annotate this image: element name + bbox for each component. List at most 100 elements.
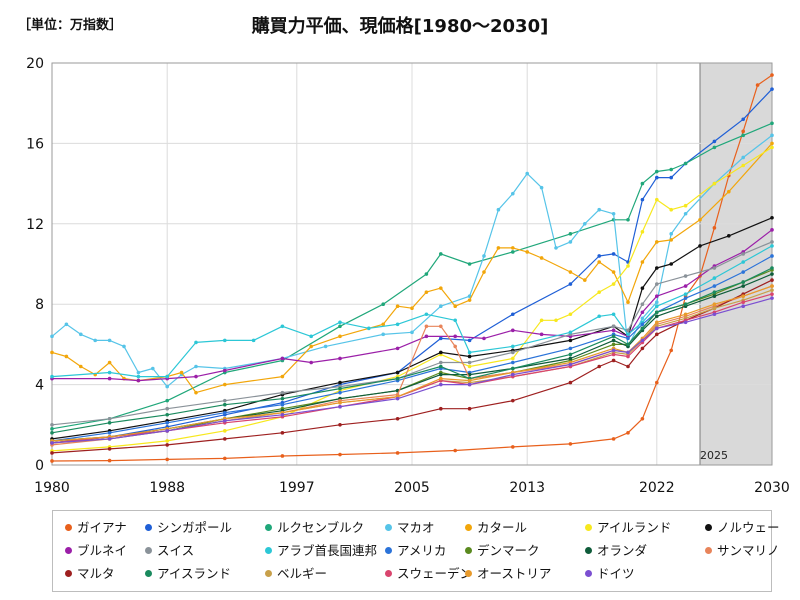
data-point [122,344,126,349]
data-point [597,314,601,319]
legend-item: ブルネイ [65,542,127,560]
legend-label: ルクセンブルク [277,520,365,535]
data-point [136,374,141,379]
data-point [50,451,54,455]
data-point [511,191,515,196]
legend-item: ノルウェー [705,519,780,537]
legend-swatch [265,524,272,531]
data-point [712,294,717,298]
data-point [467,338,472,343]
data-point [770,240,774,244]
data-point [439,376,443,381]
legend-item: サンマリノ [705,542,780,560]
data-point [640,346,645,351]
data-point [683,320,688,325]
data-point [655,332,659,337]
data-point [367,326,371,331]
legend-item: ベルギー [265,565,327,583]
data-point [712,139,717,144]
data-point [712,306,717,311]
data-point [626,364,630,369]
data-point [467,382,472,387]
data-point [410,306,414,311]
data-point [323,344,328,349]
data-point [770,133,774,138]
data-point [511,372,515,377]
data-point [338,356,342,361]
legend-item: アメリカ [385,542,446,560]
data-point [511,445,515,449]
data-point [741,300,745,304]
data-point [741,133,745,138]
data-point [626,342,630,347]
data-point [741,129,745,134]
data-point [611,437,616,441]
data-point [79,332,83,337]
legend-swatch [465,524,472,531]
plot-frame [51,62,773,466]
data-point [309,344,314,349]
legend-label: オーストリア [477,566,552,581]
data-point [770,288,774,292]
data-point [741,163,745,168]
data-point [338,423,342,427]
data-point [107,431,112,435]
data-point [770,228,774,232]
data-point [640,316,645,321]
data-point [741,252,745,256]
data-point [655,310,659,315]
legend-item: アイスランド [145,565,231,583]
data-point [223,368,227,373]
legend-item: デンマーク [465,542,540,560]
legend-swatch [465,570,472,577]
data-point [611,211,616,216]
legend-label: ベルギー [277,566,328,581]
data-point [107,370,112,375]
data-point [611,312,616,317]
series-line [51,134,773,388]
data-point [583,278,587,282]
data-point [568,362,573,367]
unit-label: ［単位：万指数］ [18,18,123,33]
data-point [655,197,659,202]
data-point [626,217,630,222]
data-point [280,412,285,417]
x-tick-label: 2013 [509,480,545,496]
series-15 [50,278,774,455]
data-point [597,207,601,212]
legend: ガイアナ シンガポール ルクセンブルク マカオ カタール アイルランド ノルウェー ブルネイス… [52,510,780,592]
series-4 [50,133,774,389]
data-point [467,364,472,369]
data-point [395,376,400,381]
data-point [136,370,141,375]
legend-swatch [145,547,152,554]
data-point [597,254,601,258]
data-point [611,338,616,343]
data-point [626,336,630,341]
legend-swatch [705,547,712,554]
data-point [511,250,515,254]
legend-swatch [65,524,72,531]
data-point [165,443,169,447]
legend-item: スウェーデン [385,565,472,583]
data-point [223,429,227,433]
data-point [683,203,688,208]
data-point [683,161,688,166]
data-point [107,437,112,441]
y-tick-label: 4 [35,378,44,394]
data-point [640,197,645,202]
data-point [770,284,774,288]
data-point [655,294,659,298]
data-point [467,406,472,411]
y-tick-label: 0 [35,458,44,474]
x-tick-label: 1988 [149,480,185,496]
data-point [467,354,472,359]
data-point [611,282,616,286]
data-point [626,264,630,268]
data-point [309,334,314,339]
forecast-label: 2025 [700,449,728,462]
legend-item: オランダ [585,542,647,560]
data-point [511,356,515,361]
data-point [165,420,169,425]
data-point [424,272,429,276]
